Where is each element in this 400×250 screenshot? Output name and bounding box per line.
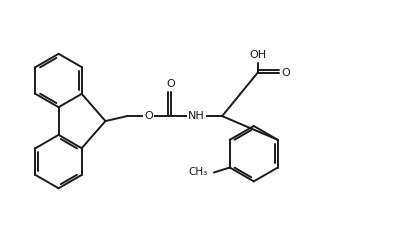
Text: O: O — [281, 68, 290, 78]
Text: O: O — [144, 111, 153, 121]
Text: NH: NH — [188, 111, 205, 121]
Text: CH₃: CH₃ — [189, 168, 208, 177]
Text: OH: OH — [249, 50, 266, 60]
Text: O: O — [166, 80, 175, 90]
